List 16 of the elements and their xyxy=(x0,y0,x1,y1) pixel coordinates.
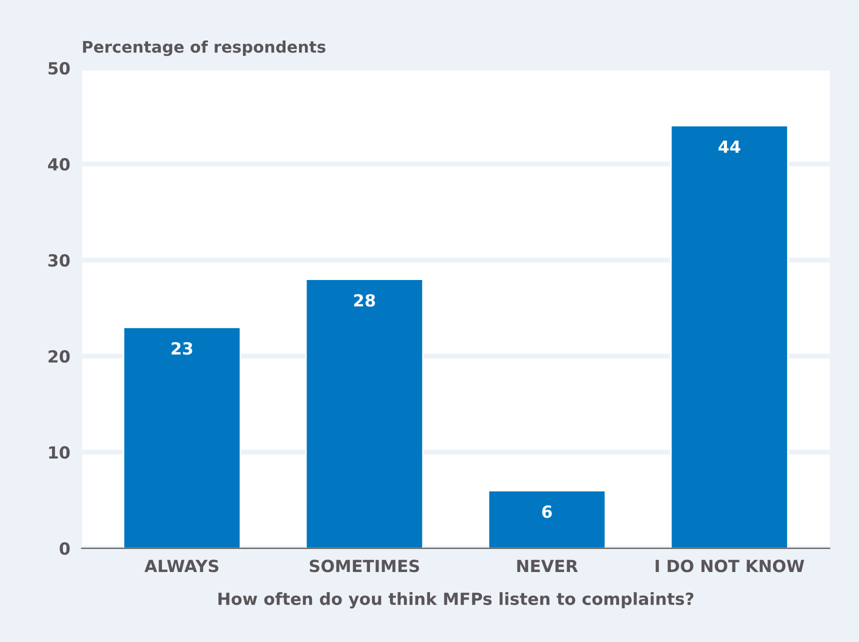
data-label: 28 xyxy=(354,294,376,307)
x-tick-label: I DO NOT KNOW xyxy=(656,560,804,572)
x-axis-title: How often do you think MFPs listen to complaints? xyxy=(218,592,694,608)
y-tick-label: 40 xyxy=(48,158,70,171)
y-tick-label: 20 xyxy=(48,350,70,363)
x-tick-label: ALWAYS xyxy=(144,560,218,572)
y-tick-label: 30 xyxy=(48,254,70,267)
data-label: 23 xyxy=(172,342,192,355)
y-tick-label: 10 xyxy=(49,446,70,459)
x-tick-label: NEVER xyxy=(517,560,578,572)
y-axis-title: Percentage of respondents xyxy=(83,40,326,56)
data-label: 6 xyxy=(542,505,552,518)
data-label: 44 xyxy=(718,140,740,153)
y-tick-label: 0 xyxy=(60,542,70,555)
y-tick-label: 50 xyxy=(48,62,70,75)
x-tick-label: SOMETIMES xyxy=(310,560,420,572)
